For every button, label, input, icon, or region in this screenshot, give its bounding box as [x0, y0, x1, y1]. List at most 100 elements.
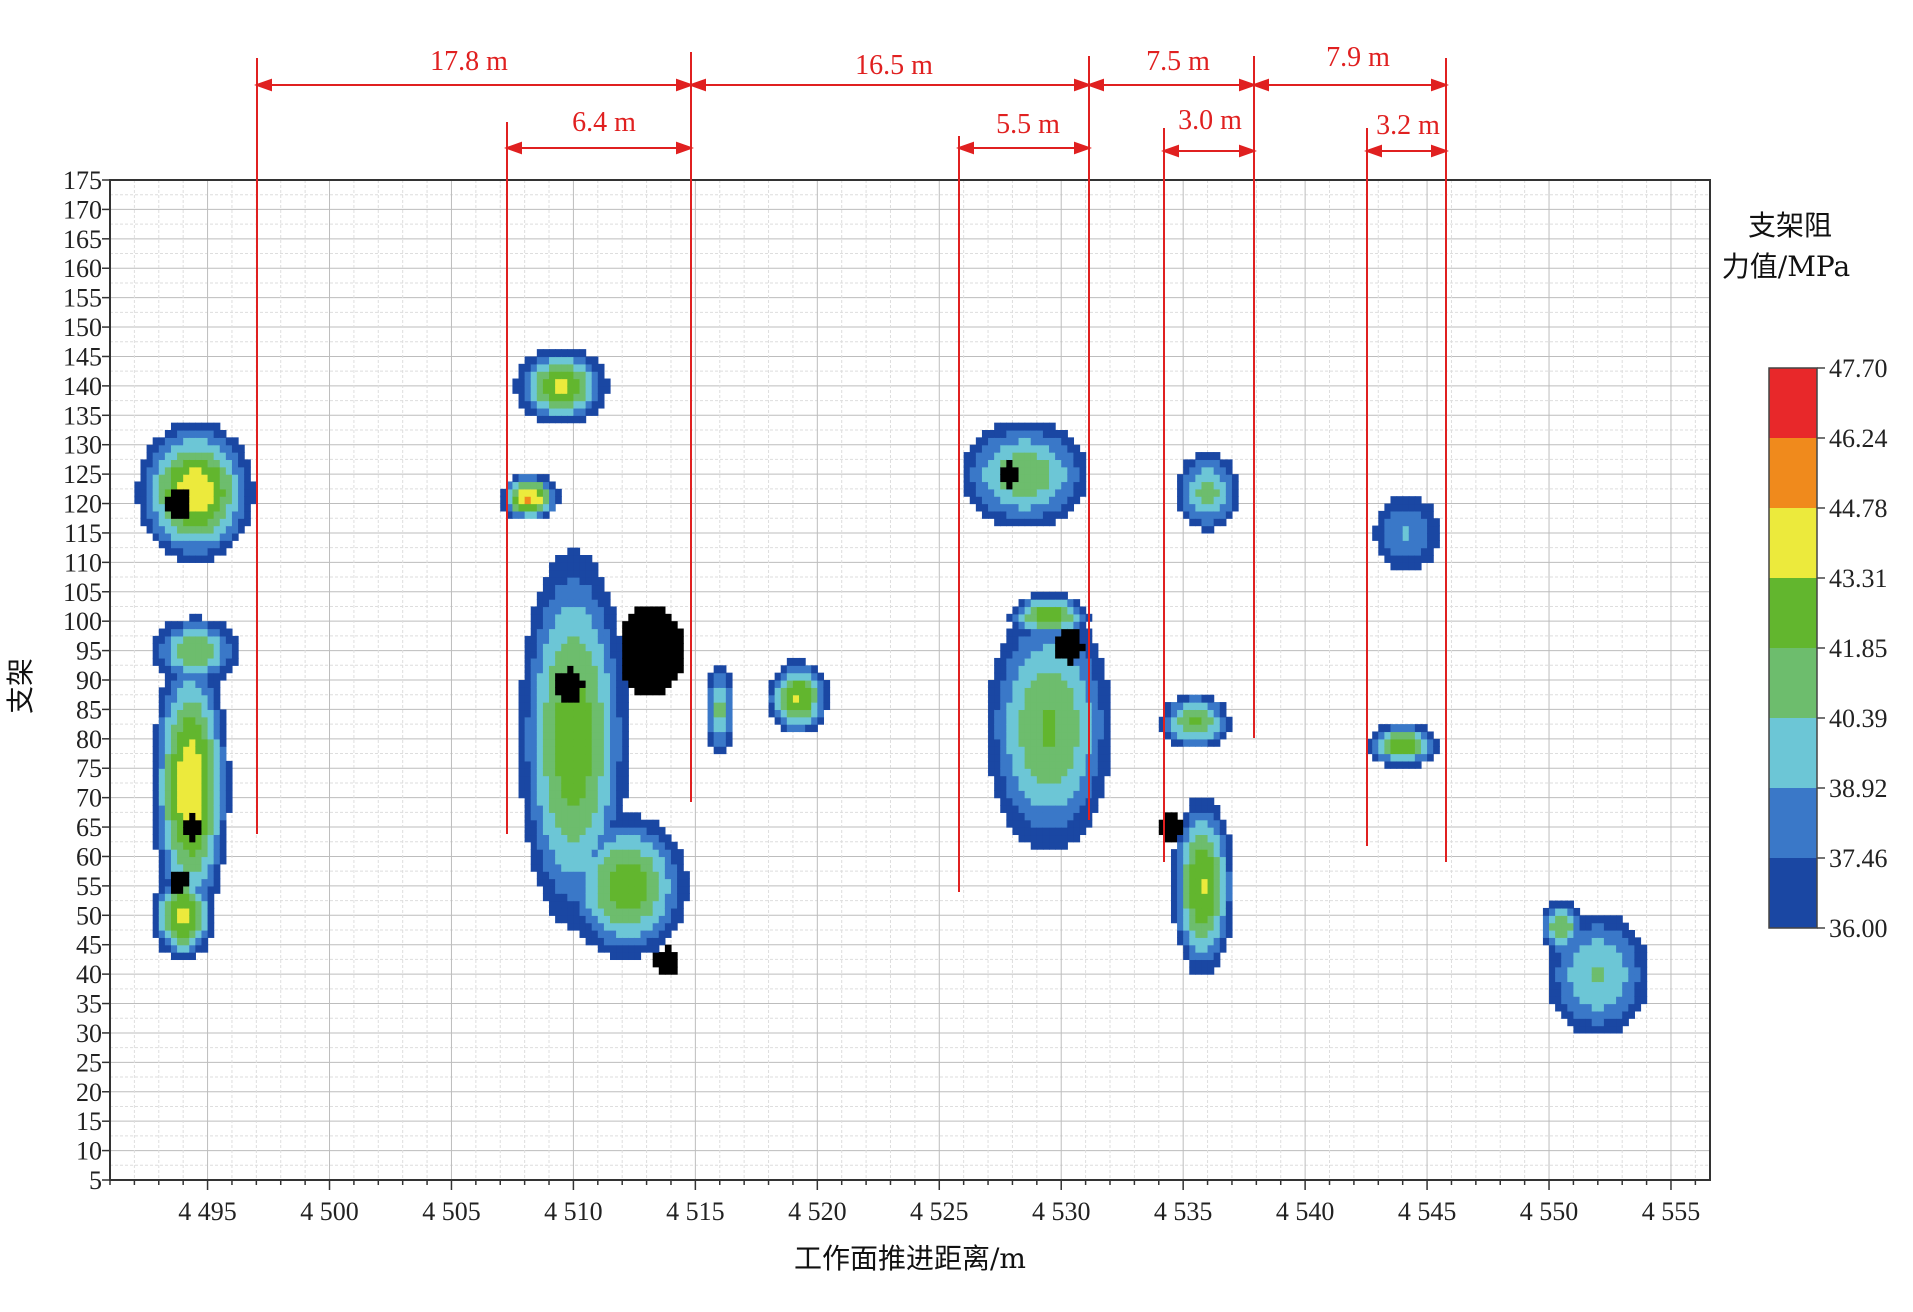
contour-cell — [530, 356, 538, 365]
contour-cell — [963, 452, 971, 461]
contour-cell — [561, 349, 568, 358]
contour-cell — [189, 753, 196, 762]
contour-cell — [805, 665, 812, 674]
contour-cell — [1207, 466, 1215, 475]
contour-cell — [1036, 613, 1044, 622]
contour-cell — [585, 709, 593, 718]
contour-cell — [207, 518, 215, 527]
contour-cell — [634, 650, 642, 659]
contour-cell — [677, 856, 684, 865]
contour-cell — [561, 628, 568, 637]
contour-cell — [549, 790, 556, 799]
contour-cell — [591, 900, 599, 909]
contour-cell — [1067, 444, 1075, 453]
contour-cell — [512, 481, 520, 490]
contour-cell — [1042, 775, 1050, 784]
contour-cell — [768, 709, 776, 718]
contour-cell — [1616, 959, 1623, 968]
contour-cell — [579, 591, 587, 600]
contour-cell — [219, 849, 227, 858]
contour-cell — [1012, 665, 1020, 674]
contour-cell — [1628, 996, 1635, 1005]
contour-cell — [170, 738, 178, 747]
contour-cell — [603, 856, 611, 865]
contour-cell — [177, 834, 184, 843]
contour-cell — [1213, 959, 1221, 968]
contour-cell — [555, 753, 562, 762]
contour-cell — [201, 944, 209, 953]
contour-cell — [219, 775, 227, 784]
contour-cell — [1061, 474, 1068, 483]
contour-cell — [597, 878, 605, 887]
contour-cell — [652, 878, 660, 887]
contour-cell — [579, 812, 587, 821]
contour-cell — [1555, 907, 1562, 916]
contour-cell — [542, 885, 550, 894]
contour-cell — [1061, 466, 1068, 475]
contour-cell — [579, 738, 587, 747]
contour-cell — [213, 819, 221, 828]
contour-cell — [183, 474, 190, 483]
contour-cell — [610, 841, 617, 850]
contour-cell — [177, 827, 184, 836]
contour-cell — [1189, 510, 1196, 519]
contour-cell — [1024, 422, 1032, 431]
contour-cell — [1408, 532, 1416, 541]
contour-cell — [585, 562, 593, 571]
contour-cell — [1079, 635, 1087, 644]
contour-cell — [817, 709, 825, 718]
contour-cell — [170, 459, 178, 468]
contour-cell — [1201, 952, 1209, 961]
contour-cell — [628, 915, 635, 924]
contour-cell — [1018, 709, 1026, 718]
contour-cell — [579, 871, 587, 880]
contour-cell — [164, 474, 172, 483]
contour-cell — [1573, 981, 1581, 990]
contour-cell — [1420, 525, 1428, 534]
contour-cell — [152, 812, 160, 821]
contour-cell — [1073, 481, 1081, 490]
contour-cell — [634, 915, 642, 924]
contour-cell — [725, 738, 733, 747]
contour-cell — [628, 937, 635, 946]
contour-cell — [195, 657, 203, 666]
contour-cell — [536, 650, 544, 659]
contour-cell — [183, 885, 190, 894]
contour-cell — [811, 680, 818, 688]
contour-cell — [201, 841, 209, 850]
contour-cell — [177, 885, 184, 894]
contour-cell — [1067, 834, 1075, 843]
contour-cell — [213, 871, 221, 880]
contour-cell — [201, 709, 209, 718]
contour-cell — [164, 841, 172, 850]
contour-cell — [1049, 518, 1056, 527]
contour-cell — [1024, 687, 1032, 696]
contour-cell — [713, 687, 721, 696]
contour-cell — [591, 790, 599, 799]
contour-cell — [1006, 680, 1014, 688]
contour-cell — [1189, 834, 1196, 843]
contour-cell — [585, 841, 593, 850]
contour-cell — [146, 474, 154, 483]
contour-cell — [225, 518, 233, 527]
contour-cell — [530, 738, 538, 747]
contour-cell — [1183, 731, 1190, 740]
contour-cell — [177, 937, 184, 946]
contour-cell — [597, 922, 605, 931]
contour-cell — [610, 937, 617, 946]
contour-cell — [1634, 981, 1642, 990]
contour-cell — [1018, 657, 1026, 666]
contour-cell — [670, 915, 678, 924]
contour-cell — [670, 959, 678, 968]
contour-cell — [719, 746, 727, 755]
contour-cell — [1006, 738, 1014, 747]
contour-cell — [811, 672, 818, 681]
contour-cell — [634, 900, 642, 909]
contour-cell — [1427, 731, 1434, 740]
contour-cell — [518, 775, 526, 784]
contour-cell — [170, 782, 178, 791]
contour-cell — [524, 827, 532, 836]
contour-cell — [1024, 827, 1032, 836]
contour-cell — [1372, 738, 1379, 747]
contour-cell — [585, 746, 593, 755]
